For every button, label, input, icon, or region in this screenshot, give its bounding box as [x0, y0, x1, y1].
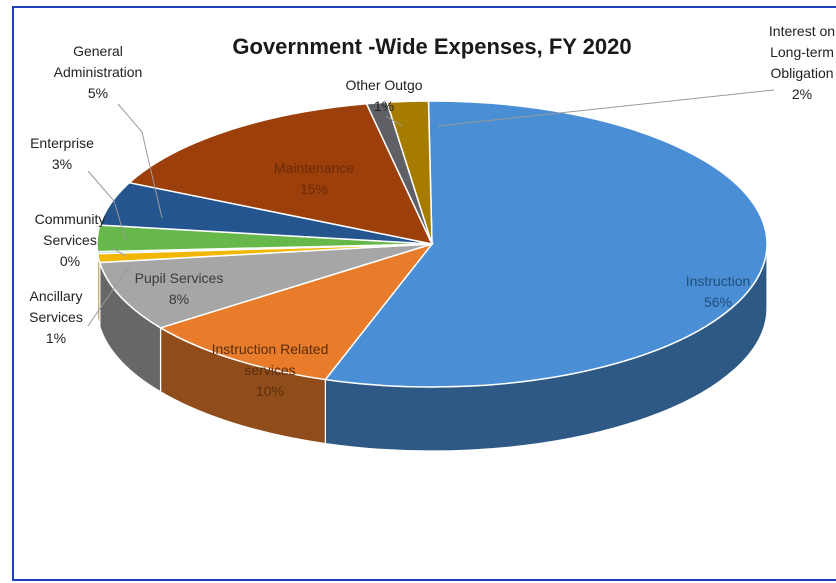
- chart-title: Government -Wide Expenses, FY 2020: [232, 34, 631, 59]
- pie-tops: [97, 101, 767, 387]
